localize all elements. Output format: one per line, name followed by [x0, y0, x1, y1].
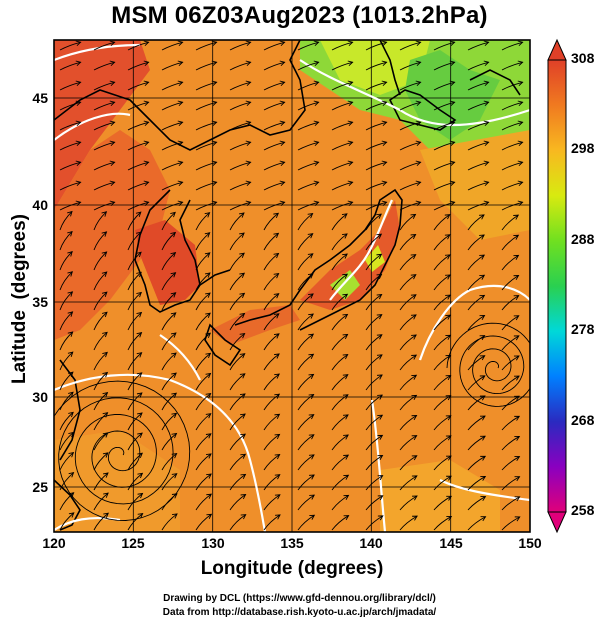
- x-tick: 140: [359, 535, 383, 551]
- colorbar-min-arrow: [547, 511, 567, 534]
- y-tick: 40: [32, 197, 48, 213]
- colorbar-tick: 288: [571, 231, 595, 247]
- lat-lon-grid: [54, 40, 530, 532]
- x-tick: 125: [121, 535, 145, 551]
- map-title: MSM 06Z03Aug2023 (1013.2hPa): [111, 2, 488, 29]
- y-tick: 30: [32, 389, 48, 405]
- colorbar: [547, 38, 567, 534]
- cyclone-swirls: [54, 322, 530, 521]
- x-tick: 130: [201, 535, 225, 551]
- colorbar-tick: 278: [571, 321, 595, 337]
- colorbar-tick: 308: [571, 50, 595, 66]
- y-tick: 35: [32, 294, 48, 310]
- colorbar-tick: 298: [571, 140, 595, 156]
- colorbar-max-arrow: [547, 38, 567, 61]
- y-axis-label: Latitude (degrees): [9, 214, 30, 384]
- plot-frame: [53, 39, 531, 533]
- credit-data: Data from http://database.rish.kyoto-u.a…: [162, 607, 437, 618]
- x-tick: 120: [42, 535, 66, 551]
- y-tick: 45: [32, 90, 48, 106]
- x-tick: 145: [439, 535, 463, 551]
- colorbar-tick: 258: [571, 502, 595, 518]
- x-tick: 150: [518, 535, 542, 551]
- x-axis-label: Longitude (degrees): [200, 558, 384, 579]
- colorbar-tick: 268: [571, 412, 595, 428]
- credit-drawing: Drawing by DCL (https://www.gfd-dennou.o…: [163, 593, 436, 604]
- x-tick: 135: [280, 535, 304, 551]
- y-tick: 25: [32, 479, 48, 495]
